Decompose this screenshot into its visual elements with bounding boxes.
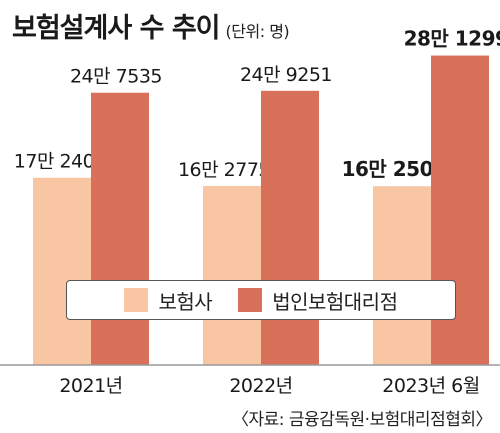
data-label-2-3: 28만 1299 [404,27,500,51]
x-tick-label-3: 2023년 6월 [382,375,479,397]
bar-2-1 [91,92,149,366]
chart-title: 보험설계사 수 추이 [12,13,221,44]
data-label-2-1: 24만 7535 [70,66,162,88]
x-tick-label-1: 2021년 [59,375,122,397]
data-label-1-3: 16만 2505 [342,157,447,181]
legend-label-series2: 법인보험대리점 [272,289,398,314]
bar-2-2 [261,90,319,365]
unit-label: (단위: 명) [225,22,290,41]
x-tick-label-2: 2022년 [229,375,292,397]
data-label-1-1: 17만 240 [14,151,94,173]
legend-label-series1: 보험사 [158,289,213,314]
data-label-2-2: 24만 9251 [240,64,332,86]
source-note: 〈자료: 금융감독원·보험대리점협회〉 [232,410,493,430]
bar-1-3 [373,186,431,365]
data-label-1-2: 16만 2775 [178,159,270,181]
legend-item-series1: 보험사 [124,286,213,315]
legend: 보험사 법인보험대리점 [66,280,456,320]
legend-swatch-series1 [124,288,149,312]
bar-1-2 [203,185,261,365]
bar-1-1 [33,177,91,365]
legend-item-series2: 법인보험대리점 [238,286,398,315]
title-row: 보험설계사 수 추이 (단위: 명) [12,6,290,44]
legend-swatch-series2 [238,288,263,312]
